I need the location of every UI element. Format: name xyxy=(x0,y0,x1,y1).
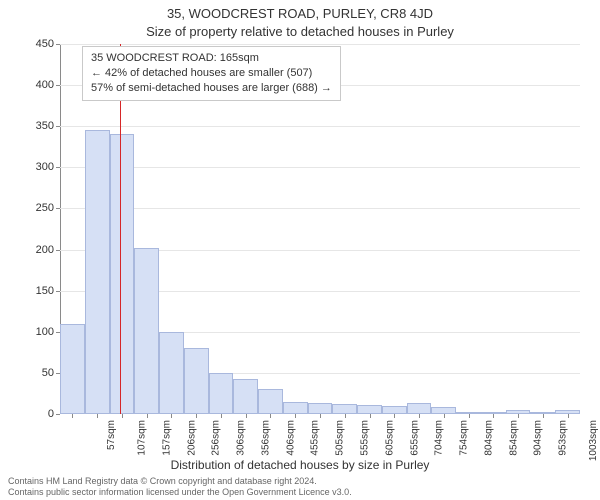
y-tick-label: 100 xyxy=(36,326,54,338)
x-tick xyxy=(394,414,395,418)
grid-line xyxy=(60,44,580,45)
x-tick xyxy=(270,414,271,418)
x-tick xyxy=(246,414,247,418)
x-tick-label: 306sqm xyxy=(236,420,247,456)
x-tick xyxy=(568,414,569,418)
x-tick xyxy=(122,414,123,418)
y-tick-label: 50 xyxy=(42,367,54,379)
y-tick xyxy=(56,44,60,45)
footer-text: Contains HM Land Registry data © Crown c… xyxy=(8,476,592,498)
grid-line xyxy=(60,208,580,209)
y-tick xyxy=(56,126,60,127)
y-tick-label: 350 xyxy=(36,120,54,132)
histogram-bar xyxy=(159,332,184,414)
x-tick-label: 704sqm xyxy=(434,420,445,456)
x-tick-label: 804sqm xyxy=(483,420,494,456)
histogram-bar xyxy=(407,403,432,414)
y-tick xyxy=(56,167,60,168)
x-tick xyxy=(196,414,197,418)
histogram-bar xyxy=(258,389,283,414)
x-tick xyxy=(221,414,222,418)
y-tick xyxy=(56,85,60,86)
y-tick-label: 450 xyxy=(36,38,54,50)
histogram-bar xyxy=(85,130,110,414)
x-tick-label: 107sqm xyxy=(137,420,148,456)
y-tick xyxy=(56,208,60,209)
y-tick-label: 400 xyxy=(36,79,54,91)
x-tick xyxy=(345,414,346,418)
x-tick xyxy=(370,414,371,418)
x-tick xyxy=(419,414,420,418)
x-tick xyxy=(518,414,519,418)
x-tick-label: 953sqm xyxy=(558,420,569,456)
x-tick-label: 356sqm xyxy=(261,420,272,456)
y-tick xyxy=(56,414,60,415)
x-tick-label: 256sqm xyxy=(211,420,222,456)
x-tick xyxy=(171,414,172,418)
x-tick xyxy=(147,414,148,418)
grid-line xyxy=(60,167,580,168)
y-tick-label: 200 xyxy=(36,244,54,256)
y-tick xyxy=(56,250,60,251)
footer-line-2: Contains public sector information licen… xyxy=(8,487,592,498)
x-tick xyxy=(493,414,494,418)
grid-line xyxy=(60,126,580,127)
x-tick xyxy=(469,414,470,418)
y-tick-label: 0 xyxy=(48,408,54,420)
annotation-line-2: ← 42% of detached houses are smaller (50… xyxy=(91,66,332,81)
x-tick-label: 1003sqm xyxy=(588,420,599,461)
x-tick-label: 655sqm xyxy=(409,420,420,456)
histogram-bar xyxy=(134,248,159,414)
histogram-bar xyxy=(357,405,382,414)
x-tick xyxy=(72,414,73,418)
annotation-line-1: 35 WOODCREST ROAD: 165sqm xyxy=(91,51,332,66)
x-tick xyxy=(320,414,321,418)
x-tick-label: 157sqm xyxy=(161,420,172,456)
y-tick xyxy=(56,291,60,292)
x-tick-label: 904sqm xyxy=(533,420,544,456)
x-tick-label: 605sqm xyxy=(384,420,395,456)
x-tick-label: 406sqm xyxy=(285,420,296,456)
histogram-bar xyxy=(332,404,357,414)
footer-line-1: Contains HM Land Registry data © Crown c… xyxy=(8,476,592,487)
histogram-bar xyxy=(283,402,308,414)
x-tick xyxy=(97,414,98,418)
histogram-bar xyxy=(382,406,407,414)
histogram-bar xyxy=(184,348,209,414)
histogram-bar xyxy=(233,379,258,414)
x-tick xyxy=(444,414,445,418)
chart-title: 35, WOODCREST ROAD, PURLEY, CR8 4JD xyxy=(0,6,600,21)
histogram-bar xyxy=(209,373,234,414)
x-tick-label: 206sqm xyxy=(186,420,197,456)
x-tick xyxy=(295,414,296,418)
histogram-bar xyxy=(308,403,333,414)
plot-area: 35 WOODCREST ROAD: 165sqm ← 42% of detac… xyxy=(60,44,580,414)
annotation-line-3: 57% of semi-detached houses are larger (… xyxy=(91,81,332,96)
x-tick-label: 555sqm xyxy=(360,420,371,456)
x-tick-label: 455sqm xyxy=(310,420,321,456)
histogram-bar xyxy=(110,134,135,414)
x-tick-label: 505sqm xyxy=(335,420,346,456)
y-tick-label: 150 xyxy=(36,285,54,297)
chart-subtitle: Size of property relative to detached ho… xyxy=(0,24,600,39)
annotation-box: 35 WOODCREST ROAD: 165sqm ← 42% of detac… xyxy=(82,46,341,101)
x-tick-label: 754sqm xyxy=(459,420,470,456)
x-tick-label: 57sqm xyxy=(106,420,117,450)
x-tick xyxy=(543,414,544,418)
x-axis-title: Distribution of detached houses by size … xyxy=(0,458,600,472)
histogram-bar xyxy=(60,324,85,414)
x-tick-label: 854sqm xyxy=(508,420,519,456)
y-tick-label: 250 xyxy=(36,202,54,214)
y-tick-label: 300 xyxy=(36,161,54,173)
